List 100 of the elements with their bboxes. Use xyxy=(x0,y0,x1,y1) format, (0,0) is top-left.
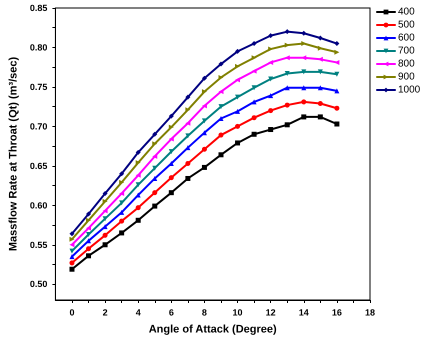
point xyxy=(318,46,323,51)
point xyxy=(334,106,340,111)
point xyxy=(119,218,124,224)
point xyxy=(268,127,274,132)
point xyxy=(136,218,141,223)
point xyxy=(202,118,207,124)
x-tick-label: 2 xyxy=(102,308,108,318)
legend-label: 1000 xyxy=(398,84,421,96)
legend-label: 400 xyxy=(398,6,416,18)
point xyxy=(218,62,224,67)
point xyxy=(86,253,92,258)
point xyxy=(301,85,306,90)
x-tick-label: 18 xyxy=(364,308,376,318)
point xyxy=(252,55,257,60)
point xyxy=(102,190,108,196)
point xyxy=(218,74,224,80)
x-tick-label: 14 xyxy=(298,308,309,318)
point xyxy=(69,260,74,266)
point xyxy=(252,115,257,120)
point xyxy=(202,76,207,81)
point xyxy=(218,132,224,138)
point xyxy=(268,60,274,65)
point xyxy=(152,132,158,137)
y-tick-label: 0.65 xyxy=(30,160,48,171)
point xyxy=(218,104,224,110)
point xyxy=(284,71,290,76)
x-tick-label: 12 xyxy=(266,308,276,318)
point xyxy=(235,94,240,100)
point xyxy=(334,122,340,127)
point xyxy=(168,190,174,196)
x-tick-label: 6 xyxy=(168,308,174,318)
y-tick-label: 0.55 xyxy=(30,240,48,250)
x-tick-label: 0 xyxy=(69,308,74,318)
point xyxy=(284,85,290,90)
point xyxy=(252,85,257,90)
point xyxy=(69,231,74,236)
point xyxy=(152,190,158,196)
point xyxy=(301,69,306,74)
point xyxy=(69,254,74,260)
x-tick-label: 10 xyxy=(232,308,243,318)
y-tick-label: 0.75 xyxy=(30,82,48,92)
point xyxy=(235,77,240,82)
point xyxy=(334,41,340,46)
point xyxy=(268,33,274,38)
point xyxy=(185,94,190,100)
point xyxy=(119,230,124,236)
point xyxy=(284,102,290,108)
x-axis-title: Angle of Attack (Degree) xyxy=(148,324,278,336)
point xyxy=(268,76,274,82)
point xyxy=(185,176,190,181)
point xyxy=(318,114,323,120)
point xyxy=(102,232,108,238)
point xyxy=(318,35,323,40)
legend-label: 900 xyxy=(398,72,416,82)
point xyxy=(86,211,92,216)
x-tick-label: 4 xyxy=(136,308,141,318)
point xyxy=(318,85,323,90)
point xyxy=(152,204,158,209)
legend-label: 500 xyxy=(398,20,416,30)
point xyxy=(301,114,306,120)
point xyxy=(252,132,257,137)
point xyxy=(136,205,141,210)
point xyxy=(235,124,240,129)
point xyxy=(318,100,323,106)
point xyxy=(86,246,92,252)
y-tick-label: 0.80 xyxy=(30,42,48,52)
point xyxy=(218,152,224,158)
point xyxy=(334,50,340,55)
point xyxy=(252,99,257,104)
point xyxy=(235,48,240,54)
y-tick-label: 0.50 xyxy=(30,279,48,290)
point xyxy=(69,236,74,242)
point xyxy=(318,69,323,74)
point xyxy=(284,55,290,60)
x-tick-label: 16 xyxy=(332,308,342,318)
point xyxy=(69,266,74,272)
legend-label: 700 xyxy=(398,46,416,56)
point xyxy=(168,114,174,119)
point xyxy=(252,41,257,46)
point xyxy=(168,175,174,180)
point xyxy=(334,72,340,77)
x-tick-label: 8 xyxy=(202,308,207,318)
y-tick-label: 0.85 xyxy=(30,3,48,13)
point xyxy=(235,64,240,69)
point xyxy=(334,88,340,94)
point xyxy=(185,160,190,166)
legend-label: 800 xyxy=(398,58,416,70)
point xyxy=(102,242,108,248)
point xyxy=(235,108,240,114)
point xyxy=(119,171,124,176)
y-axis-title: Massflow Rate at Throat (Qt) (m³/sec) xyxy=(8,56,20,252)
point xyxy=(268,93,274,98)
point xyxy=(284,122,290,128)
point xyxy=(235,140,240,146)
y-tick-label: 0.60 xyxy=(30,200,48,210)
point xyxy=(268,108,274,114)
point xyxy=(301,99,306,104)
point xyxy=(136,150,141,155)
point xyxy=(202,146,207,152)
point xyxy=(218,89,224,94)
